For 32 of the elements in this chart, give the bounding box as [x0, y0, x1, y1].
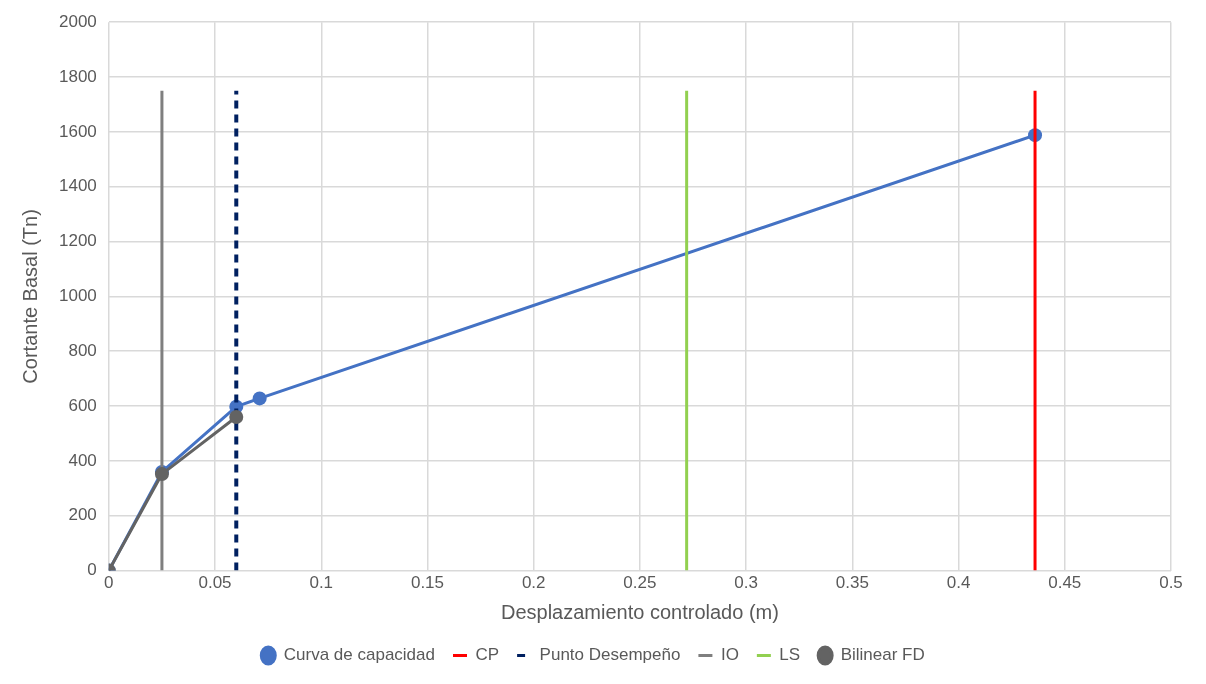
y-tick-label: 400: [68, 450, 97, 470]
x-axis-title: Desplazamiento controlado (m): [500, 600, 779, 623]
y-tick-label: 1800: [58, 66, 97, 86]
x-tick-label: 0.1: [309, 573, 334, 593]
legend-label: Punto Desempeño: [539, 645, 681, 665]
y-tick-label: 2000: [58, 11, 97, 31]
x-tick-label: 0: [104, 573, 114, 593]
x-tick-label: 0.35: [835, 573, 869, 593]
x-tick-label: 0.05: [198, 573, 232, 593]
x-tick-label: 0.4: [946, 573, 971, 593]
y-tick-label: 1000: [58, 286, 97, 306]
legend-label: Bilinear FD: [840, 645, 925, 665]
y-tick-label: 1600: [58, 121, 97, 141]
y-tick-label: 200: [68, 505, 97, 525]
x-tick-label: 0.15: [410, 573, 445, 593]
x-tick-label: 0.3: [734, 573, 758, 593]
x-tick-label: 0.2: [521, 573, 546, 593]
legend-label: LS: [779, 645, 801, 665]
y-tick-label: 800: [68, 340, 97, 360]
y-tick-label: 0: [87, 560, 97, 580]
y-tick-label: 600: [68, 395, 97, 415]
y-tick-label: 1400: [58, 176, 97, 196]
point: [229, 410, 244, 425]
y-axis-title: Cortante Basal (Tn): [18, 209, 41, 384]
x-tick-label: 0.25: [623, 573, 657, 593]
x-tick-label: 0.5: [1159, 573, 1183, 593]
legend-label: IO: [720, 645, 739, 665]
y-tick-label: 1200: [58, 231, 97, 251]
x-tick-label: 0.45: [1048, 573, 1082, 593]
legend-label: CP: [475, 645, 500, 665]
legend-label: Curva de capacidad: [283, 645, 435, 665]
point: [252, 391, 267, 406]
